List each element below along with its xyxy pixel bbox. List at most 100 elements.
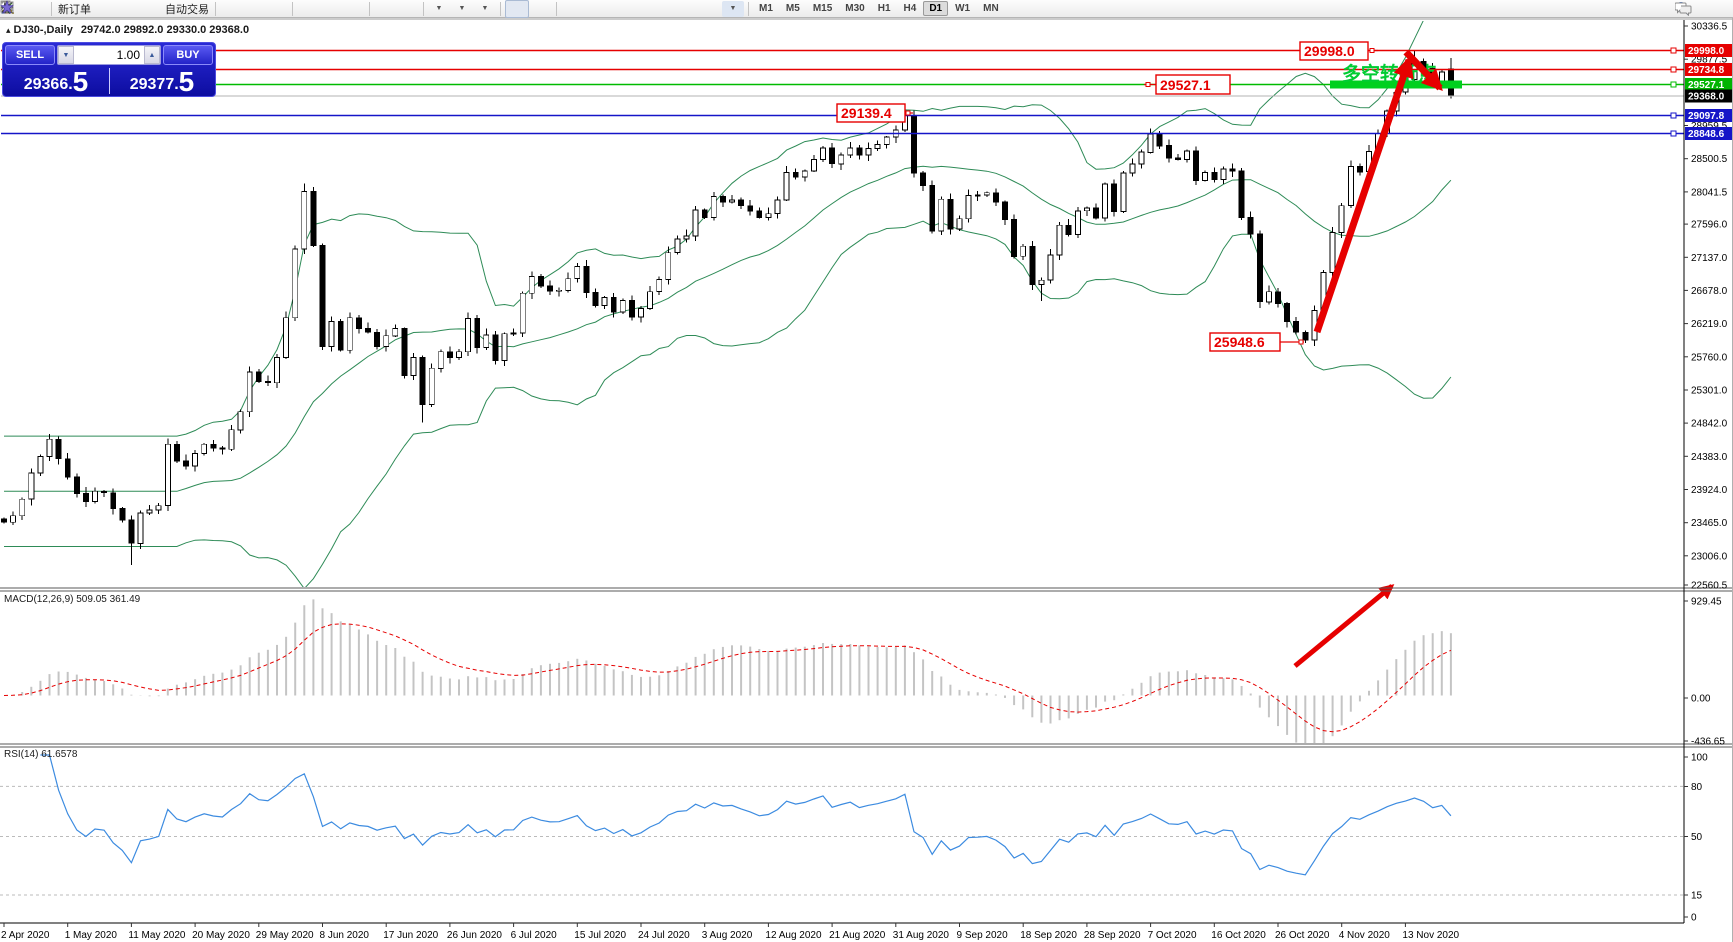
candle (28, 472, 35, 500)
svg-text:29734.8: 29734.8 (1688, 65, 1725, 76)
new-order-button[interactable]: 新订单 (0, 0, 93, 17)
candle (1165, 145, 1172, 159)
zoom-out-icon[interactable] (1, 1, 342, 17)
volume-decrease-button[interactable]: ▼ (58, 46, 74, 64)
candle (628, 299, 635, 318)
timeframe-button-m15[interactable]: M15 (812, 3, 833, 14)
candle (283, 317, 290, 358)
trade-panel-collapse-icon[interactable]: ▴ (6, 25, 11, 35)
hline-anchor (1670, 66, 1677, 73)
candle (647, 291, 654, 309)
candle (1, 518, 7, 523)
vertical-line-icon[interactable] (6, 1, 583, 17)
tile-windows-icon[interactable] (1, 1, 365, 17)
macd-panel: 929.45 0.00 -436.65 MACD(12,26,9) 509.05 36… (3, 594, 1725, 748)
text-label-icon[interactable]: T (0, 1, 721, 17)
toolbar-separator (292, 1, 293, 16)
price-tick: 30336.5 (1691, 22, 1728, 33)
styler-icon[interactable] (1, 1, 116, 17)
indicators-icon[interactable]: ▼ (1, 1, 450, 17)
candle (1156, 133, 1163, 147)
candle (574, 265, 581, 280)
buy-button[interactable]: BUY (163, 45, 213, 65)
candle (183, 460, 189, 467)
periods-icon[interactable]: ▼ (1, 1, 473, 17)
candle (1065, 224, 1072, 236)
toolbar-separator (556, 1, 557, 16)
price-tick: 23006.0 (1691, 551, 1728, 562)
timeframe-button-h4[interactable]: H4 (903, 3, 917, 14)
templates-icon[interactable]: ▼ (0, 1, 496, 17)
trend-arrow (1313, 56, 1414, 334)
candlesticks (1, 50, 1454, 565)
chart-shift-icon[interactable] (1, 1, 419, 17)
equidistant-channel-icon[interactable]: E (0, 1, 652, 17)
timeframe-button-m1[interactable]: M1 (759, 3, 773, 14)
volume-increase-button[interactable]: ▲ (144, 46, 160, 64)
candle (301, 190, 308, 250)
candlestick-icon[interactable] (1, 1, 265, 17)
autotrading-button[interactable]: 自动交易 (1, 1, 211, 17)
price-label-boxes[interactable]: 29998.0 29527.1 29139.4 25948.6 (836, 41, 1378, 352)
candle (619, 299, 626, 313)
profiles-icon[interactable] (0, 1, 47, 17)
fibonacci-icon[interactable]: F (1, 1, 675, 17)
candle (483, 334, 490, 348)
candle (1284, 302, 1291, 322)
timeframe-button-m30[interactable]: M30 (845, 3, 865, 14)
candle (255, 371, 262, 382)
price-tick: 26219.0 (1691, 319, 1728, 330)
price-tag (1685, 78, 1733, 91)
candle (1220, 168, 1227, 181)
trend-arrow (1293, 584, 1395, 668)
price-tag (1685, 89, 1733, 103)
cursor-icon[interactable] (4, 0, 529, 18)
candle (1356, 166, 1363, 173)
candle (1111, 183, 1118, 212)
price-tick: 22560.5 (1691, 581, 1728, 592)
date-tick: 6 Jul 2020 (511, 930, 558, 941)
text-icon[interactable]: A (3, 1, 698, 17)
price-tick: 28041.5 (1691, 187, 1728, 198)
price-label-box (1299, 41, 1369, 61)
timeframe-button-h1[interactable]: H1 (877, 3, 891, 14)
shapes-icon[interactable]: ▼ (0, 0, 744, 17)
turning-point-zone[interactable] (1330, 80, 1462, 89)
candle (474, 318, 481, 348)
crosshair-icon[interactable] (1, 1, 552, 17)
volume-value[interactable]: 1.00 (116, 48, 140, 62)
candle (246, 371, 253, 413)
price-divider (109, 68, 110, 94)
candle (947, 198, 954, 230)
line-chart-icon[interactable] (1, 1, 288, 17)
candle (192, 453, 199, 467)
buy-price[interactable]: 29377. 5 (129, 66, 195, 97)
macd-label: MACD(12,26,9) 509.05 361.49 (4, 594, 141, 605)
horizontal-line-icon[interactable] (1, 1, 606, 17)
zoom-in-icon[interactable] (1, 1, 319, 17)
candle (46, 438, 53, 457)
timeframe-button-d1[interactable]: D1 (923, 1, 949, 16)
candle (446, 351, 453, 358)
timeframe-button-w1[interactable]: W1 (955, 3, 971, 14)
bollinger-bands (4, 21, 1452, 587)
candle (82, 492, 89, 502)
candle (1247, 216, 1254, 235)
metaeditor-icon[interactable] (1, 1, 139, 17)
price-tick: 25760.0 (1691, 352, 1728, 363)
auto-scroll-icon[interactable] (1, 1, 396, 17)
timeframe-button-m5[interactable]: M5 (785, 3, 800, 14)
timeframe-button-mn[interactable]: MN (983, 3, 999, 14)
bar-chart-icon[interactable] (1, 1, 242, 17)
svg-text:E: E (9, 9, 13, 14)
sell-price[interactable]: 29366. 5 (23, 66, 89, 97)
chat-icon[interactable] (1675, 1, 1727, 17)
candle (164, 443, 171, 507)
signals-icon[interactable] (1, 1, 162, 17)
horizontal-level-lines[interactable] (1, 47, 1684, 137)
candle (729, 199, 735, 203)
sell-button[interactable]: SELL (5, 45, 55, 65)
trend-arrows[interactable] (1293, 49, 1443, 668)
trendline-icon[interactable] (1, 1, 629, 17)
date-tick: 11 May 2020 (128, 930, 186, 941)
